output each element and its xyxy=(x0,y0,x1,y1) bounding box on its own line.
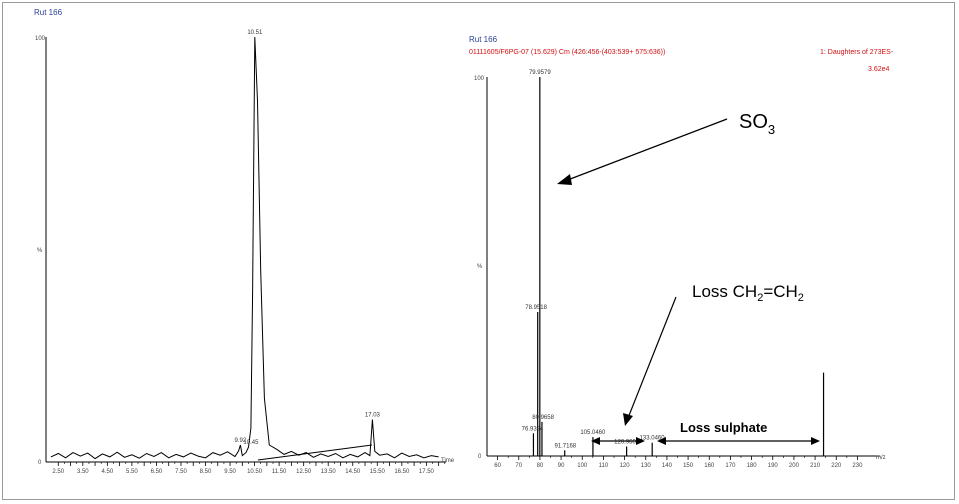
loss-ethylene-arrow xyxy=(627,296,677,419)
loss-sulphate-right-head xyxy=(811,437,820,445)
chromatogram-peak-label: 10.45 xyxy=(243,440,259,446)
chromatogram-x-tick-label: 5.50 xyxy=(126,469,138,475)
so3-label-main: SO xyxy=(739,111,768,133)
so3-arrowhead xyxy=(557,174,572,185)
spectrum-header-right: 1: Daughters of 273ES- xyxy=(820,49,894,56)
spectrum-x-axis-unit: m/z xyxy=(876,455,886,461)
spectrum-header-line: 01111605/F6PG-07 (15.629) Cm (426:456-(4… xyxy=(469,49,665,56)
so3-annotation: SO3 xyxy=(557,111,775,185)
so3-label-subscript: 3 xyxy=(768,122,775,137)
spectrum-peak-labels: 79.9579 78.9518 76.9394 80.9658 91.7168 105.0… xyxy=(522,70,666,449)
spectrum-x-tick-label: 200 xyxy=(789,463,800,469)
spectrum-peaks xyxy=(532,77,825,456)
spectrum-x-tick-label: 180 xyxy=(747,463,758,469)
spectrum-peak-label: 105.0460 xyxy=(580,430,606,436)
loss-ethylene-label-part1: Loss CH xyxy=(692,282,757,301)
chromatogram-peak-label: 10.51 xyxy=(247,30,263,36)
spectrum-x-ticks xyxy=(497,456,858,460)
chromatogram-x-tick-label: 8.50 xyxy=(200,469,212,475)
spectrum-peak-label: 79.9579 xyxy=(529,70,551,76)
chromatogram-x-tick-label: 6.50 xyxy=(151,469,163,475)
chromatogram-x-tick-label: 11.50 xyxy=(272,469,287,475)
spectrum-title: Rut 166 xyxy=(469,35,498,44)
spectrum-x-tick-label: 70 xyxy=(515,463,522,469)
chromatogram-panel: Rut 166 100 % 0 Time 2.50 3.50 4.50 5.50 6.5… xyxy=(34,8,455,475)
chromatogram-x-tick-label: 3.50 xyxy=(77,469,89,475)
spectrum-x-tick-label: 190 xyxy=(768,463,779,469)
spectrum-y-tick-100: 100 xyxy=(474,76,485,82)
chromatogram-peak-label: 17.03 xyxy=(365,413,381,419)
spectrum-x-tick-label: 80 xyxy=(537,463,544,469)
spectrum-y-tick-0: 0 xyxy=(478,454,482,460)
spectrum-x-tick-label: 60 xyxy=(494,463,501,469)
spectrum-x-tick-labels: 60 70 80 90 100 110 120 130 140 150 160 170 180 190 20… xyxy=(494,463,863,469)
spectrum-x-tick-label: 230 xyxy=(852,463,863,469)
chromatogram-x-tick-label: 13.50 xyxy=(321,469,337,475)
spectrum-intensity-max: 3.62e4 xyxy=(868,66,890,73)
loss-sulphate-left-head xyxy=(657,437,666,445)
spectrum-peak-label: 78.9518 xyxy=(525,305,547,311)
chromatogram-y-tick-100: 100 xyxy=(35,36,46,42)
chromatogram-peak-label: 9.92 xyxy=(235,438,247,444)
loss-ethylene-span xyxy=(591,437,645,445)
chromatogram-x-tick-label: 14.50 xyxy=(345,469,361,475)
chromatogram-trace xyxy=(50,36,439,460)
loss-ethylene-sub1: 2 xyxy=(757,292,763,304)
spectrum-x-tick-label: 100 xyxy=(577,463,588,469)
spectrum-x-tick-label: 160 xyxy=(704,463,715,469)
spectrum-peak-label: 133.0460 xyxy=(640,436,666,442)
loss-ethylene-arrowhead xyxy=(623,413,633,426)
chromatogram-y-axis-label: % xyxy=(37,248,43,254)
spectrum-y-axis-label: % xyxy=(477,264,483,270)
so3-arrow xyxy=(564,118,728,182)
chromatogram-x-tick-label: 12.50 xyxy=(296,469,312,475)
spectrum-x-tick-label: 210 xyxy=(810,463,821,469)
spectrum-peak-label: 76.9394 xyxy=(522,426,544,432)
chromatogram-integration-baseline xyxy=(257,444,373,461)
loss-sulphate-annotation: Loss sulphate xyxy=(657,420,820,445)
chromatogram-x-tick-label: 15.50 xyxy=(370,469,386,475)
spectrum-x-tick-label: 150 xyxy=(683,463,694,469)
chromatogram-x-tick-label: 2.50 xyxy=(52,469,64,475)
chromatogram-y-tick-0: 0 xyxy=(38,460,42,466)
chromatogram-x-tick-labels: 2.50 3.50 4.50 5.50 6.50 7.50 8.50 9.50 10.50 11.… xyxy=(52,469,434,475)
loss-ethylene-span-right-head xyxy=(636,437,645,445)
so3-label: SO3 xyxy=(739,111,775,137)
chromatogram-x-axis-unit: Time xyxy=(441,458,455,464)
spectrum-peak-label: 120.9600 xyxy=(614,440,640,446)
chromatogram-x-tick-label: 17.50 xyxy=(419,469,435,475)
chromatogram-title: Rut 166 xyxy=(34,8,63,17)
spectrum-x-tick-label: 120 xyxy=(620,463,631,469)
spectrum-x-tick-label: 130 xyxy=(641,463,652,469)
spectrum-peak-label: 91.7168 xyxy=(554,443,576,449)
loss-ethylene-label: Loss CH2=CH2 xyxy=(692,282,804,304)
loss-ethylene-label-part2: =CH xyxy=(763,282,797,301)
loss-ethylene-span-left-head xyxy=(591,437,600,445)
spectrum-peak-label: 80.9658 xyxy=(532,415,554,421)
chromatogram-x-tick-label: 9.50 xyxy=(224,469,236,475)
mass-spectrum-panel: Rut 166 01111605/F6PG-07 (15.629) Cm (42… xyxy=(469,35,894,469)
spectrum-x-tick-label: 220 xyxy=(831,463,842,469)
spectrum-x-tick-label: 110 xyxy=(599,463,609,469)
chromatogram-x-tick-label: 10.50 xyxy=(247,469,263,475)
loss-sulphate-label: Loss sulphate xyxy=(680,420,767,435)
spectrum-x-tick-label: 170 xyxy=(725,463,736,469)
spectrum-x-tick-label: 140 xyxy=(662,463,673,469)
loss-ethylene-sub2: 2 xyxy=(798,292,804,304)
chromatogram-x-tick-label: 4.50 xyxy=(102,469,114,475)
spectrum-x-tick-label: 90 xyxy=(558,463,565,469)
chromatogram-x-tick-label: 7.50 xyxy=(175,469,187,475)
loss-ethylene-annotation: Loss CH2=CH2 xyxy=(623,282,804,426)
chromatogram-x-tick-label: 16.50 xyxy=(394,469,410,475)
chromatogram-x-ticks xyxy=(57,462,446,466)
